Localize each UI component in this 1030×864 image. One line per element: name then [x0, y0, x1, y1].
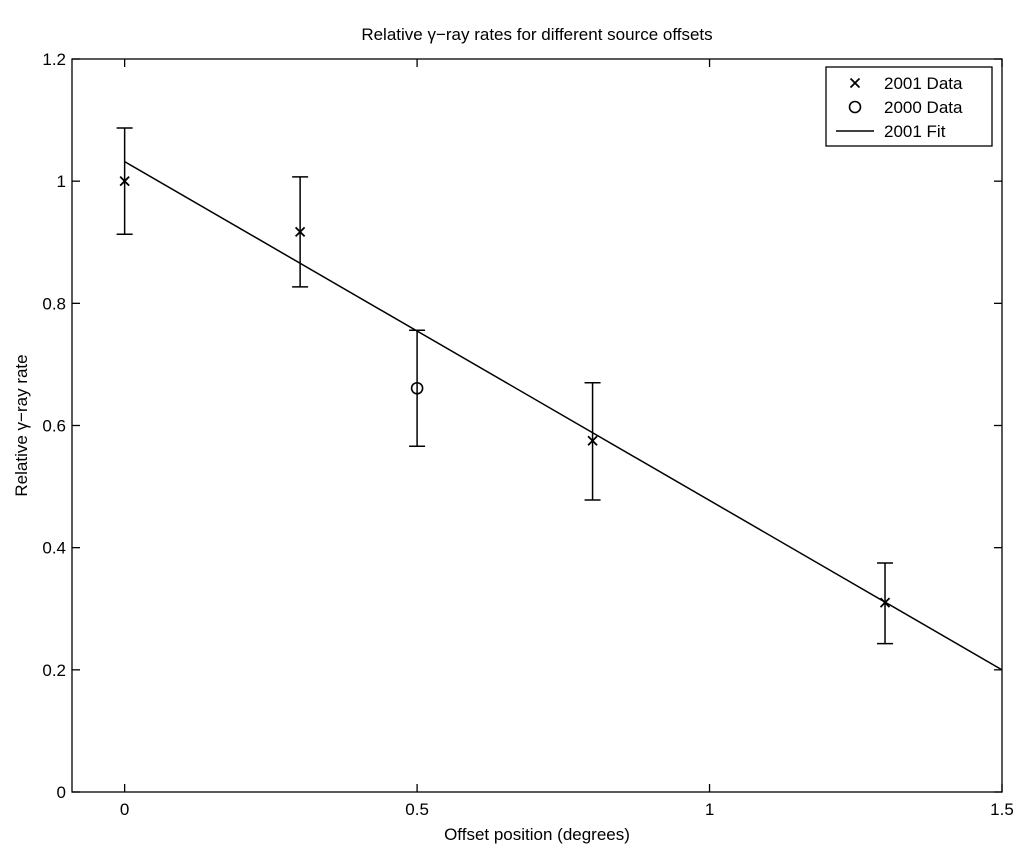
x-axis-label: Offset position (degrees): [444, 825, 630, 844]
y-tick-label: 0.6: [42, 417, 66, 436]
x-tick-label: 1: [705, 800, 714, 819]
plot-area: 0 0.5 1 1.5 0 0.2 0.4 0.6 0.8 1 1.2: [42, 50, 1013, 819]
data-point-2000: [410, 381, 424, 395]
y-tick-label: 1.2: [42, 50, 66, 69]
x-tick-label: 1.5: [990, 800, 1014, 819]
legend-symbol-circle: [848, 100, 862, 114]
y-tick-label: 0.2: [42, 661, 66, 680]
x-tick-label: 0: [120, 800, 129, 819]
legend-symbol-x: [849, 77, 861, 89]
legend-entry: 2001 Fit: [884, 122, 946, 141]
x-tick-label: 0.5: [405, 800, 429, 819]
data-point-2001: [587, 435, 598, 446]
data-point-2001: [294, 226, 306, 238]
y-tick-label: 1: [57, 172, 66, 191]
legend-entry: 2001 Data: [884, 74, 963, 93]
plot-frame: [71, 58, 1003, 793]
fit-line: [124, 160, 1002, 671]
legend-entry: 2000 Data: [884, 98, 963, 117]
chart-title: Relative γ−ray rates for different sourc…: [361, 25, 712, 44]
legend: 2001 Data 2000 Data 2001 Fit: [825, 66, 993, 147]
y-tick-label: 0.8: [42, 294, 66, 313]
data-layer: [116, 127, 1002, 671]
y-tick-label: 0: [57, 783, 66, 802]
y-tick-label: 0.4: [42, 539, 66, 558]
y-axis-label: Relative γ−ray rate: [12, 354, 31, 496]
legend-box: [825, 66, 993, 147]
data-point-2001: [119, 176, 130, 187]
